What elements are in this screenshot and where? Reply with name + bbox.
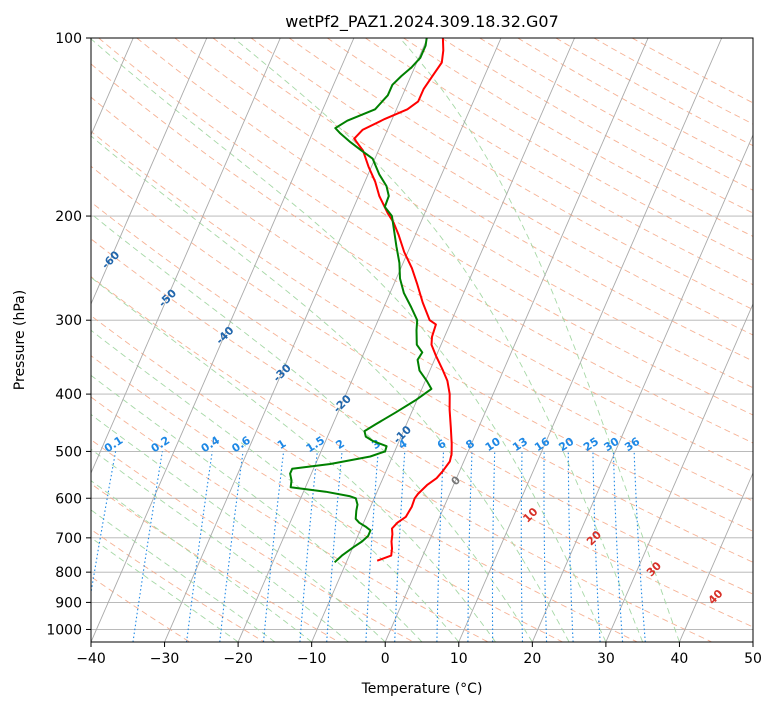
x-tick-label: −40 — [76, 651, 106, 667]
mixing-ratio-line — [132, 451, 163, 642]
x-axis-title: Temperature (°C) — [361, 681, 483, 697]
x-tick-label: 50 — [744, 651, 762, 667]
moist-adiabat — [91, 413, 386, 642]
x-axis: −40 −30 −20 −10 0 10 20 30 40 50 — [76, 642, 762, 667]
chart-title: wetPf2_PAZ1.2024.309.18.32.G07 — [285, 12, 559, 32]
isotherm — [531, 133, 753, 642]
y-tick-label: 800 — [55, 565, 82, 581]
x-tick-label: 0 — [381, 651, 390, 667]
y-tick-label: 200 — [55, 209, 82, 225]
x-tick-label: 10 — [450, 651, 468, 667]
x-tick-label: −20 — [223, 651, 253, 667]
moist-adiabat — [91, 213, 533, 642]
isotherm — [311, 38, 575, 642]
dewpoint-profile-line — [289, 38, 433, 564]
moist-adiabat — [91, 135, 570, 642]
x-tick-label: −30 — [150, 651, 180, 667]
dry-adiabat — [98, 38, 753, 444]
isotherm — [679, 471, 753, 642]
y-tick-label: 1000 — [46, 622, 82, 638]
temperature-profile-line — [353, 38, 453, 562]
background-lines — [91, 38, 753, 642]
dry-adiabat — [91, 130, 753, 532]
dry-adiabat — [91, 201, 753, 595]
moist-adiabat — [91, 480, 312, 642]
isotherm — [384, 38, 649, 642]
isotherm — [164, 38, 428, 642]
isotherm — [458, 38, 723, 642]
y-tick-label: 400 — [55, 387, 82, 403]
y-axis-title: Pressure (hPa) — [12, 290, 28, 390]
dry-adiabat — [212, 38, 753, 362]
dry-adiabat — [403, 38, 753, 237]
moist-adiabat — [91, 509, 276, 642]
mixing-ratio-line — [186, 451, 213, 642]
moist-adiabat — [399, 38, 680, 642]
y-tick-label: 100 — [55, 31, 82, 47]
isotherm — [91, 38, 208, 306]
x-tick-label: 20 — [523, 651, 541, 667]
moist-adiabat — [91, 329, 460, 642]
profile-lines — [289, 38, 453, 564]
y-tick-label: 300 — [55, 313, 82, 329]
x-tick-label: 40 — [671, 651, 689, 667]
isotherm — [91, 38, 281, 475]
plot-frame — [90, 37, 754, 643]
dry-adiabat — [517, 38, 753, 169]
y-tick-label: 500 — [55, 444, 82, 460]
dry-adiabat — [288, 38, 753, 311]
y-tick-label: 700 — [55, 531, 82, 547]
dry-adiabat — [174, 38, 753, 389]
mixing-ratio-line — [262, 451, 285, 642]
isotherm — [605, 302, 753, 642]
x-tick-label: 30 — [597, 651, 615, 667]
dry-adiabat — [479, 38, 753, 191]
y-tick-label: 600 — [55, 491, 82, 507]
dry-adiabat — [91, 165, 753, 563]
dry-adiabat — [91, 355, 563, 642]
mixing-ratio-line — [219, 451, 244, 642]
isotherm — [237, 38, 502, 642]
moist-adiabat — [233, 38, 644, 642]
dry-adiabat — [327, 38, 753, 286]
y-tick-label: 900 — [55, 595, 82, 611]
y-axis: 100 200 300 400 500 600 700 800 900 1000 — [46, 31, 91, 638]
moist-adiabat — [91, 537, 239, 642]
isotherm — [91, 38, 355, 642]
x-tick-label: −10 — [297, 651, 327, 667]
mixing-ratio-line — [91, 451, 117, 596]
moist-adiabat — [91, 38, 607, 642]
dry-adiabat — [91, 238, 753, 628]
moist-adiabat — [91, 276, 496, 642]
dry-adiabat — [91, 315, 638, 642]
dry-adiabat — [91, 63, 753, 473]
